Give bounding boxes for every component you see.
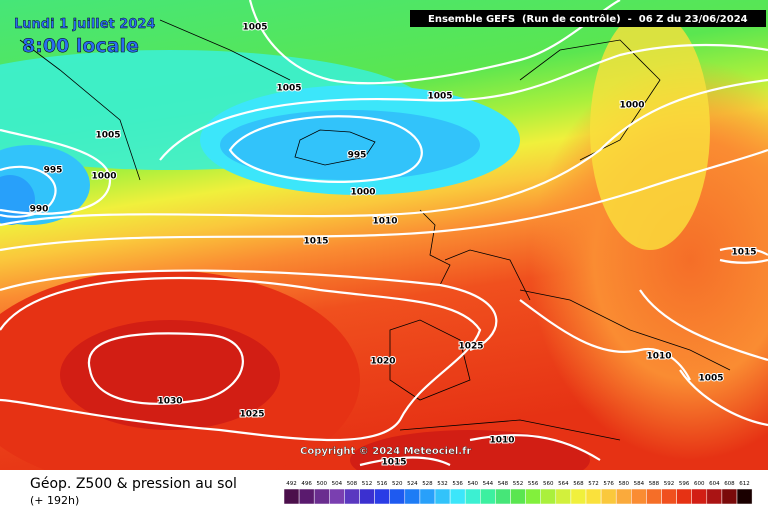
footer-title: Géop. Z500 & pression au sol [30, 476, 237, 492]
scale-label: 524 [407, 481, 418, 487]
isobar-label: 1000 [350, 188, 375, 198]
isobar-label: 990 [30, 205, 49, 215]
scale-label: 496 [301, 481, 312, 487]
scale-swatch [615, 488, 632, 505]
scale-label: 532 [437, 481, 448, 487]
isobar-label: 1010 [489, 436, 514, 446]
copyright: Copyright © 2024 Meteociel.fr [300, 446, 471, 457]
scale-label: 504 [332, 481, 343, 487]
isobar-label: 1000 [91, 172, 116, 182]
footer-lead: (+ 192h) [30, 494, 79, 507]
scale-label: 556 [528, 481, 539, 487]
isobar-label: 1005 [427, 92, 452, 102]
scale-swatch [600, 488, 617, 505]
scale-swatch [298, 488, 315, 505]
scale-label: 548 [498, 481, 509, 487]
scale-swatch [419, 488, 436, 505]
scale-swatch [283, 488, 300, 505]
isobar-label: 1020 [370, 357, 395, 367]
scale-swatch [706, 488, 723, 505]
scale-swatch [585, 488, 602, 505]
scale-label: 588 [649, 481, 660, 487]
scale-swatch [495, 488, 511, 505]
scale-swatch [510, 488, 526, 505]
scale-label: 528 [422, 481, 433, 487]
scale-swatch [721, 488, 738, 505]
isobar-label: 1025 [458, 342, 483, 352]
scale-label: 492 [286, 481, 297, 487]
isobar-label: 1005 [242, 23, 267, 33]
scale-label: 508 [347, 481, 358, 487]
scale-swatch [525, 488, 541, 505]
scale-swatch [329, 488, 345, 505]
scale-label: 572 [588, 481, 599, 487]
scale-label: 544 [483, 481, 494, 487]
isobar-label: 995 [348, 151, 367, 161]
isobar-label: 1025 [239, 410, 264, 420]
scale-label: 568 [573, 481, 584, 487]
scale-label: 608 [724, 481, 735, 487]
scale-label: 512 [362, 481, 373, 487]
isobar-label: 1015 [381, 458, 406, 468]
coastlines [19, 19, 731, 441]
scale-label: 500 [317, 481, 328, 487]
scale-swatch [646, 488, 662, 505]
scale-label: 516 [377, 481, 388, 487]
field [0, 0, 768, 490]
isobar-label: 1010 [372, 217, 397, 227]
scale-swatch [480, 488, 496, 505]
date: Lundi 1 juillet 2024 [14, 17, 155, 32]
scale-swatch [464, 488, 481, 505]
scale-label: 596 [679, 481, 690, 487]
scale-swatch [344, 488, 360, 505]
scale-label: 520 [392, 481, 403, 487]
isobar-label: 1015 [731, 248, 756, 258]
color-scale: 492 496 500 504 508 512 516 520 524 528 532 536 540 5… [283, 481, 753, 505]
isobar-labels: 1005 1005 1005 1005 995 1000 990 995 1000 1010 101… [29, 22, 758, 469]
isobar-label: 1005 [698, 374, 723, 384]
scale-label: 576 [603, 481, 614, 487]
scale-swatch [359, 488, 375, 505]
isobar-label: 1005 [276, 84, 301, 94]
scale-label: 584 [634, 481, 645, 487]
isobar-label: 1015 [303, 237, 328, 247]
scale-swatch [404, 488, 421, 505]
scale-swatch [374, 488, 390, 505]
scale-swatch [631, 488, 647, 505]
scale-label: 580 [619, 481, 630, 487]
scale-label: 592 [664, 481, 675, 487]
scale-swatch [661, 488, 677, 505]
isobar-label: 1030 [157, 397, 182, 407]
scale-swatch [676, 488, 692, 505]
scale-swatch [449, 488, 466, 505]
scale-label: 612 [739, 481, 750, 487]
scale-label: 600 [694, 481, 705, 487]
hour: 8:00 locale [22, 35, 139, 57]
scale-swatch [389, 488, 406, 505]
isobar-label: 995 [44, 166, 63, 176]
scale-swatch [540, 488, 557, 505]
scale-swatch [313, 488, 330, 505]
scale-swatch [434, 488, 451, 505]
isobar-label: 1000 [619, 101, 644, 111]
scale-label: 564 [558, 481, 569, 487]
scale-label: 552 [513, 481, 524, 487]
scale-label: 604 [709, 481, 720, 487]
scale-swatch [691, 488, 708, 505]
scale-swatch [555, 488, 572, 505]
model-run: Ensemble GEFS (Run de contrôle) - 06 Z d… [428, 13, 748, 25]
isobar-label: 1010 [646, 352, 671, 362]
isobar-label: 1005 [95, 131, 120, 141]
scale-label: 540 [468, 481, 479, 487]
scale-label: 560 [543, 481, 554, 487]
isobars [0, 0, 768, 465]
scale-swatch [570, 488, 587, 505]
scale-label: 536 [452, 481, 463, 487]
header-box [410, 10, 766, 27]
scale-swatch [736, 488, 753, 505]
